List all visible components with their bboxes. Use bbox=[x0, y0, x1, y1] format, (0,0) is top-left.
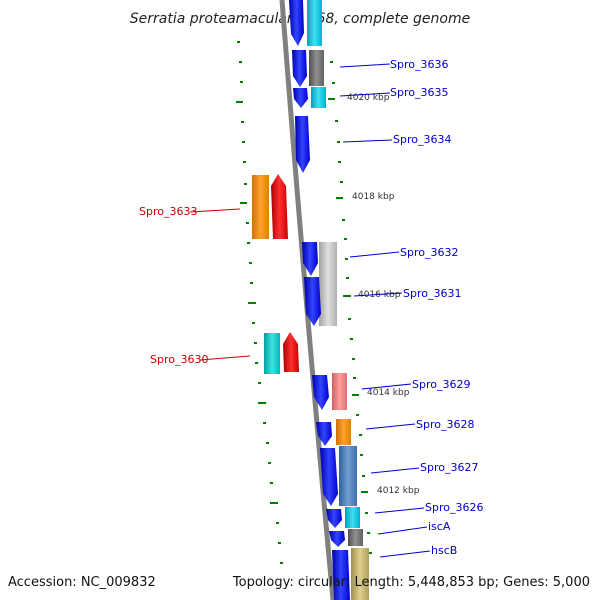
gene-labels[interactable]: Spro_3636 Spro_3635 Spro_3634 Spro_3633 … bbox=[139, 58, 483, 557]
gc-tick-track bbox=[236, 41, 283, 564]
gene-label-isca: iscA bbox=[428, 520, 451, 533]
gene-block-spro-3633 bbox=[252, 175, 269, 239]
gene-label-spro-3631: Spro_3631 bbox=[403, 287, 461, 300]
label-leaders bbox=[189, 63, 431, 558]
position-marker: 4012 kbp bbox=[377, 486, 420, 496]
gene-block-spro-3636 bbox=[309, 50, 324, 86]
gene-block-spro-3627 bbox=[339, 446, 357, 506]
gene-block-spro-3632 bbox=[319, 242, 337, 326]
gene-arrow-spro-3635a bbox=[293, 88, 308, 108]
gene-label-spro-3636: Spro_3636 bbox=[390, 58, 448, 71]
gene-arrow-spro-3632 bbox=[302, 242, 318, 276]
position-marker: 4020 kbp bbox=[347, 93, 390, 103]
gene-arrow-spro-3631 bbox=[304, 277, 321, 326]
position-marker: 4014 kbp bbox=[367, 388, 410, 398]
gene-label-spro-3628: Spro_3628 bbox=[416, 418, 474, 431]
position-marker: 4016 kbp bbox=[358, 290, 401, 300]
gene-block-top-cyan bbox=[307, 0, 322, 46]
gc-skew-track bbox=[328, 61, 372, 554]
gene-label-spro-3630: Spro_3630 bbox=[150, 353, 208, 366]
gene-label-spro-3635: Spro_3635 bbox=[390, 86, 448, 99]
forward-strand-genes[interactable] bbox=[289, 0, 369, 600]
gene-arrow-spro-3633 bbox=[271, 174, 288, 239]
gene-block-spro-3630 bbox=[264, 333, 280, 374]
gene-arrow-spro-3630 bbox=[283, 332, 299, 372]
gene-arrow-spro-3636 bbox=[292, 50, 307, 87]
gene-label-spro-3634: Spro_3634 bbox=[393, 133, 451, 146]
gene-block-spro-3635 bbox=[311, 87, 326, 108]
gene-arrow-spro-3627 bbox=[320, 448, 338, 506]
genome-summary: Topology: circular; Length: 5,448,853 bp… bbox=[232, 575, 590, 590]
gene-block-isca bbox=[348, 529, 363, 546]
gene-arrow-spro-3629 bbox=[312, 375, 329, 410]
reverse-strand-genes[interactable] bbox=[252, 174, 299, 374]
gene-label-spro-3633: Spro_3633 bbox=[139, 205, 197, 218]
gene-block-spro-3626 bbox=[345, 507, 360, 528]
gene-label-spro-3626: Spro_3626 bbox=[425, 501, 483, 514]
gene-label-spro-3629: Spro_3629 bbox=[412, 378, 470, 391]
gene-arrow-hscb bbox=[332, 550, 350, 600]
gene-arrow-spro-3637 bbox=[289, 0, 304, 46]
position-marker: 4018 kbp bbox=[352, 192, 395, 202]
gene-arrow-spro-3626 bbox=[326, 509, 342, 528]
gene-arrow-spro-3634 bbox=[295, 116, 310, 173]
position-markers: 4020 kbp 4018 kbp 4016 kbp 4014 kbp 4012… bbox=[347, 93, 420, 496]
gene-block-hscb bbox=[351, 548, 369, 600]
gene-label-hscb: hscB bbox=[431, 544, 457, 557]
gene-arrow-isca bbox=[329, 531, 345, 547]
gene-block-spro-3628 bbox=[336, 419, 351, 445]
gene-label-spro-3627: Spro_3627 bbox=[420, 461, 478, 474]
gene-label-spro-3632: Spro_3632 bbox=[400, 246, 458, 259]
gene-arrow-spro-3628 bbox=[316, 422, 332, 446]
accession-label: Accession: NC_009832 bbox=[8, 575, 156, 590]
gene-block-spro-3629 bbox=[332, 373, 347, 410]
